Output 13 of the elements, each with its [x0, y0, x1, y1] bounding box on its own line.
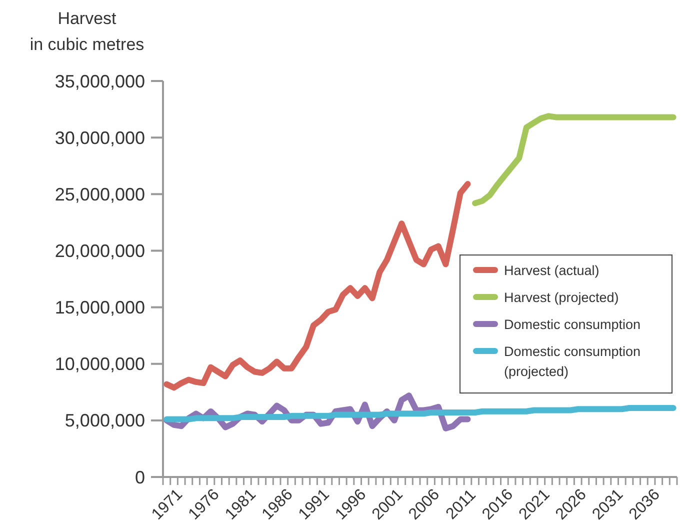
- y-tick-label: 10,000,000: [54, 354, 145, 374]
- y-tick-label: 20,000,000: [54, 241, 145, 262]
- legend-label: Harvest (actual): [504, 263, 600, 278]
- y-tick-label: 15,000,000: [54, 298, 145, 318]
- legend-label: Domestic consumption (projected): [504, 344, 641, 379]
- legend-label: Harvest (projected): [504, 290, 619, 305]
- y-tick-label: 25,000,000: [54, 184, 145, 204]
- y-tick-label: 35,000,000: [54, 71, 145, 92]
- y-tick-label: 30,000,000: [54, 128, 145, 148]
- y-axis-title: Harvest in cubic metres: [30, 9, 144, 54]
- y-tick-label: 5,000,000: [64, 410, 145, 431]
- y-tick-label: 0: [134, 467, 145, 488]
- legend-label: Domestic consumption: [504, 317, 641, 332]
